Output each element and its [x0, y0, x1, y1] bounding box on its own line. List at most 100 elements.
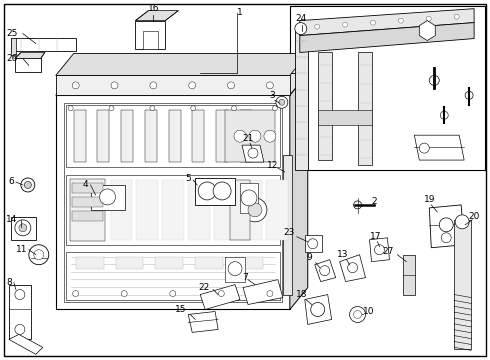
Circle shape	[243, 198, 267, 222]
Polygon shape	[74, 110, 86, 162]
Polygon shape	[135, 11, 178, 21]
Polygon shape	[318, 53, 332, 160]
Polygon shape	[305, 294, 332, 324]
Polygon shape	[419, 21, 435, 41]
Polygon shape	[9, 285, 31, 339]
Circle shape	[441, 233, 451, 243]
Polygon shape	[300, 23, 474, 53]
Text: 22: 22	[198, 283, 209, 292]
Circle shape	[34, 250, 44, 260]
Polygon shape	[56, 95, 290, 310]
Text: 24: 24	[296, 14, 307, 23]
Text: 6: 6	[8, 177, 14, 186]
Circle shape	[189, 82, 196, 89]
Polygon shape	[240, 110, 252, 162]
Polygon shape	[315, 260, 336, 282]
Polygon shape	[155, 257, 183, 269]
Polygon shape	[193, 110, 204, 162]
Circle shape	[349, 306, 366, 323]
Polygon shape	[305, 235, 322, 252]
Circle shape	[426, 16, 431, 21]
Text: 23: 23	[283, 228, 295, 237]
Circle shape	[249, 130, 261, 142]
Circle shape	[264, 130, 276, 142]
Text: 15: 15	[175, 305, 186, 314]
Polygon shape	[243, 280, 283, 305]
Text: 18: 18	[296, 290, 307, 299]
Polygon shape	[290, 6, 485, 170]
Circle shape	[347, 263, 358, 273]
Text: 7: 7	[242, 273, 248, 282]
Circle shape	[170, 291, 176, 297]
Circle shape	[73, 291, 78, 297]
Polygon shape	[11, 37, 75, 50]
Circle shape	[227, 82, 235, 89]
Circle shape	[439, 218, 453, 232]
Circle shape	[354, 310, 362, 319]
Circle shape	[267, 82, 273, 89]
Text: 1: 1	[237, 8, 243, 17]
Circle shape	[398, 18, 403, 23]
Polygon shape	[358, 53, 371, 165]
Polygon shape	[72, 183, 102, 193]
Circle shape	[228, 262, 242, 276]
Text: 16: 16	[148, 4, 160, 13]
Polygon shape	[162, 180, 184, 240]
Polygon shape	[66, 252, 280, 300]
Polygon shape	[9, 334, 43, 354]
Text: 3: 3	[269, 91, 275, 100]
Polygon shape	[230, 180, 250, 240]
Text: 11: 11	[16, 245, 27, 254]
Circle shape	[374, 245, 385, 255]
Polygon shape	[66, 105, 280, 167]
Polygon shape	[121, 110, 133, 162]
Circle shape	[219, 291, 224, 297]
Circle shape	[279, 99, 285, 105]
Polygon shape	[91, 185, 125, 210]
Polygon shape	[225, 257, 245, 282]
Polygon shape	[144, 31, 158, 49]
Polygon shape	[111, 180, 132, 240]
Circle shape	[276, 96, 288, 108]
Polygon shape	[135, 21, 165, 49]
Polygon shape	[188, 180, 210, 240]
Circle shape	[315, 24, 319, 29]
Polygon shape	[454, 220, 471, 349]
Text: 13: 13	[337, 250, 348, 259]
Circle shape	[454, 14, 459, 19]
Text: 27: 27	[382, 247, 393, 256]
Polygon shape	[136, 180, 158, 240]
Circle shape	[24, 181, 31, 189]
Polygon shape	[216, 110, 228, 162]
Polygon shape	[56, 75, 290, 95]
Polygon shape	[318, 110, 371, 125]
Polygon shape	[98, 110, 109, 162]
Circle shape	[150, 106, 155, 111]
Polygon shape	[369, 238, 390, 262]
Polygon shape	[72, 211, 102, 221]
Polygon shape	[266, 180, 288, 240]
Polygon shape	[240, 180, 262, 240]
Circle shape	[15, 289, 25, 300]
Circle shape	[72, 82, 79, 89]
Circle shape	[111, 82, 118, 89]
Polygon shape	[225, 110, 275, 162]
Circle shape	[455, 215, 469, 229]
Polygon shape	[340, 255, 366, 282]
Polygon shape	[242, 145, 264, 162]
Text: 17: 17	[369, 232, 381, 241]
Polygon shape	[56, 54, 308, 75]
Polygon shape	[235, 257, 263, 269]
Polygon shape	[169, 110, 181, 162]
Circle shape	[198, 182, 216, 200]
Circle shape	[150, 82, 157, 89]
Circle shape	[232, 106, 237, 111]
Polygon shape	[145, 110, 157, 162]
Circle shape	[267, 291, 273, 297]
Circle shape	[29, 245, 49, 265]
Polygon shape	[64, 103, 282, 302]
Polygon shape	[403, 255, 416, 294]
Circle shape	[15, 220, 31, 236]
Polygon shape	[11, 217, 36, 240]
Text: 8: 8	[6, 278, 12, 287]
